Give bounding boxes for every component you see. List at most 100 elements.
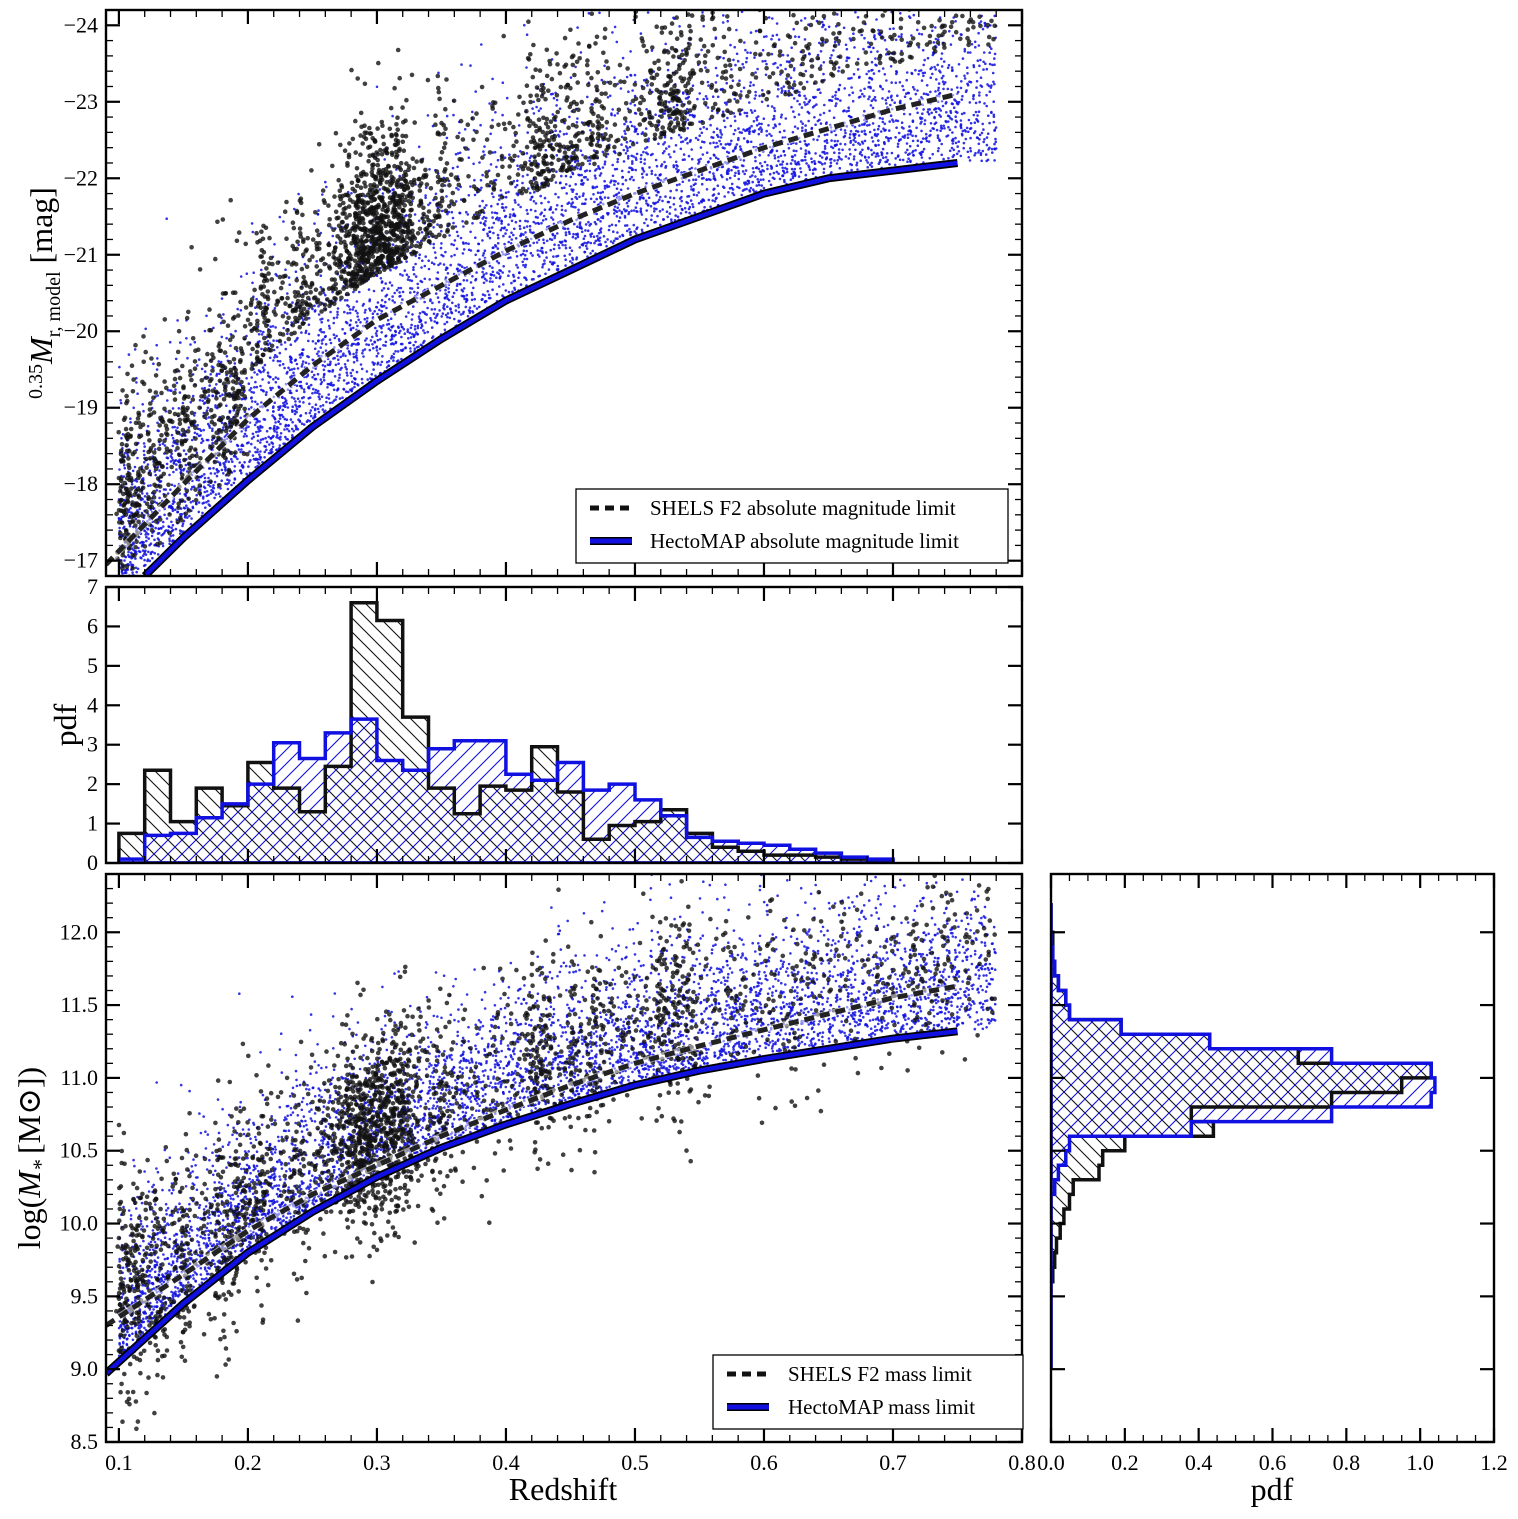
hectomap-point	[667, 153, 671, 156]
hectomap-point	[322, 379, 326, 382]
hectomap-point	[417, 315, 421, 318]
hectomap-point	[120, 577, 123, 580]
hectomap-point	[906, 136, 910, 140]
hectomap-point	[313, 222, 316, 225]
hectomap-point	[338, 339, 341, 343]
hectomap-point	[890, 81, 893, 84]
hectomap-point	[481, 199, 484, 203]
hectomap-point	[528, 224, 532, 228]
hectomap-point	[522, 249, 526, 252]
hectomap-point	[792, 110, 795, 113]
hectomap-point	[295, 410, 298, 414]
hectomap-point	[382, 304, 386, 308]
hectomap-point	[380, 289, 384, 292]
hectomap-point	[874, 63, 877, 67]
hectomap-point	[612, 194, 616, 198]
hectomap-point	[778, 130, 782, 134]
hectomap-point	[650, 218, 653, 222]
hectomap-point	[739, 97, 742, 100]
hectomap-point	[254, 466, 257, 469]
hectomap-point	[737, 169, 740, 173]
hectomap-point	[326, 319, 330, 322]
hectomap-point	[278, 444, 282, 447]
hectomap-point	[626, 149, 629, 152]
hectomap-point	[613, 114, 617, 117]
hectomap-point	[240, 471, 243, 475]
hectomap-point	[819, 122, 823, 125]
hectomap-point	[931, 152, 934, 156]
hectomap-point	[439, 246, 443, 250]
hectomap-point	[980, 131, 984, 135]
hectomap-point	[251, 230, 255, 234]
hectomap-point	[252, 391, 256, 394]
hectomap-point	[189, 522, 193, 526]
hectomap-point	[613, 76, 616, 79]
hectomap-point	[354, 321, 358, 324]
hectomap-point	[394, 340, 398, 344]
hectomap-point	[145, 535, 148, 539]
hectomap-point	[145, 492, 149, 495]
hectomap-point	[332, 333, 336, 337]
hectomap-point	[383, 158, 387, 161]
hectomap-point	[181, 522, 185, 525]
hectomap-point	[146, 558, 150, 561]
hectomap-point	[762, 186, 766, 190]
hectomap-point	[982, 128, 985, 131]
hectomap-point	[359, 321, 362, 324]
hectomap-point	[870, 153, 874, 156]
hectomap-point	[126, 583, 129, 586]
hectomap-point	[449, 263, 453, 267]
hectomap-point	[783, 129, 786, 133]
hectomap-point	[770, 105, 774, 108]
hectomap-point	[387, 322, 391, 326]
hectomap-point	[490, 226, 494, 229]
hectomap-point	[215, 468, 219, 472]
hectomap-point	[640, 228, 644, 232]
hectomap-point	[356, 341, 360, 345]
hectomap-point	[945, 120, 948, 124]
hectomap-point	[574, 65, 577, 69]
hectomap-point	[905, 71, 909, 74]
hectomap-point	[278, 351, 282, 355]
hectomap-point	[878, 116, 882, 120]
hectomap-point	[676, 215, 680, 218]
hectomap-point	[678, 197, 682, 200]
hectomap-point	[291, 434, 294, 437]
hectomap-point	[490, 211, 494, 214]
hectomap-point	[421, 310, 425, 314]
hectomap-point	[504, 191, 508, 194]
hectomap-point	[910, 72, 914, 76]
hectomap-point	[228, 411, 232, 414]
hectomap-point	[881, 87, 884, 91]
hectomap-point	[284, 423, 288, 427]
hectomap-point	[895, 126, 898, 129]
hectomap-point	[438, 309, 441, 312]
hectomap-point	[765, 35, 768, 38]
hectomap-point	[816, 119, 820, 123]
hectomap-point	[973, 130, 977, 133]
hectomap-point	[560, 186, 564, 190]
hectomap-point	[223, 465, 226, 468]
hectomap-point	[203, 490, 207, 494]
hectomap-point	[681, 180, 685, 184]
hectomap-point	[909, 97, 912, 100]
hectomap-point	[376, 312, 379, 316]
hectomap-point	[719, 142, 723, 146]
hectomap-point	[273, 417, 277, 420]
hectomap-point	[686, 195, 689, 198]
hectomap-point	[792, 27, 795, 31]
hectomap-point	[877, 162, 881, 165]
hectomap-point	[922, 63, 925, 67]
hectomap-point	[164, 488, 167, 491]
hectomap-point	[760, 164, 764, 168]
hectomap-point	[319, 318, 322, 321]
hectomap-point	[982, 51, 986, 54]
hectomap-point	[862, 95, 866, 98]
hectomap-point	[420, 324, 424, 328]
hectomap-point	[529, 208, 533, 212]
hectomap-point	[432, 242, 436, 246]
hectomap-point	[262, 370, 265, 373]
hectomap-point	[455, 247, 459, 250]
hectomap-point	[165, 517, 169, 520]
hectomap-point	[822, 72, 825, 76]
